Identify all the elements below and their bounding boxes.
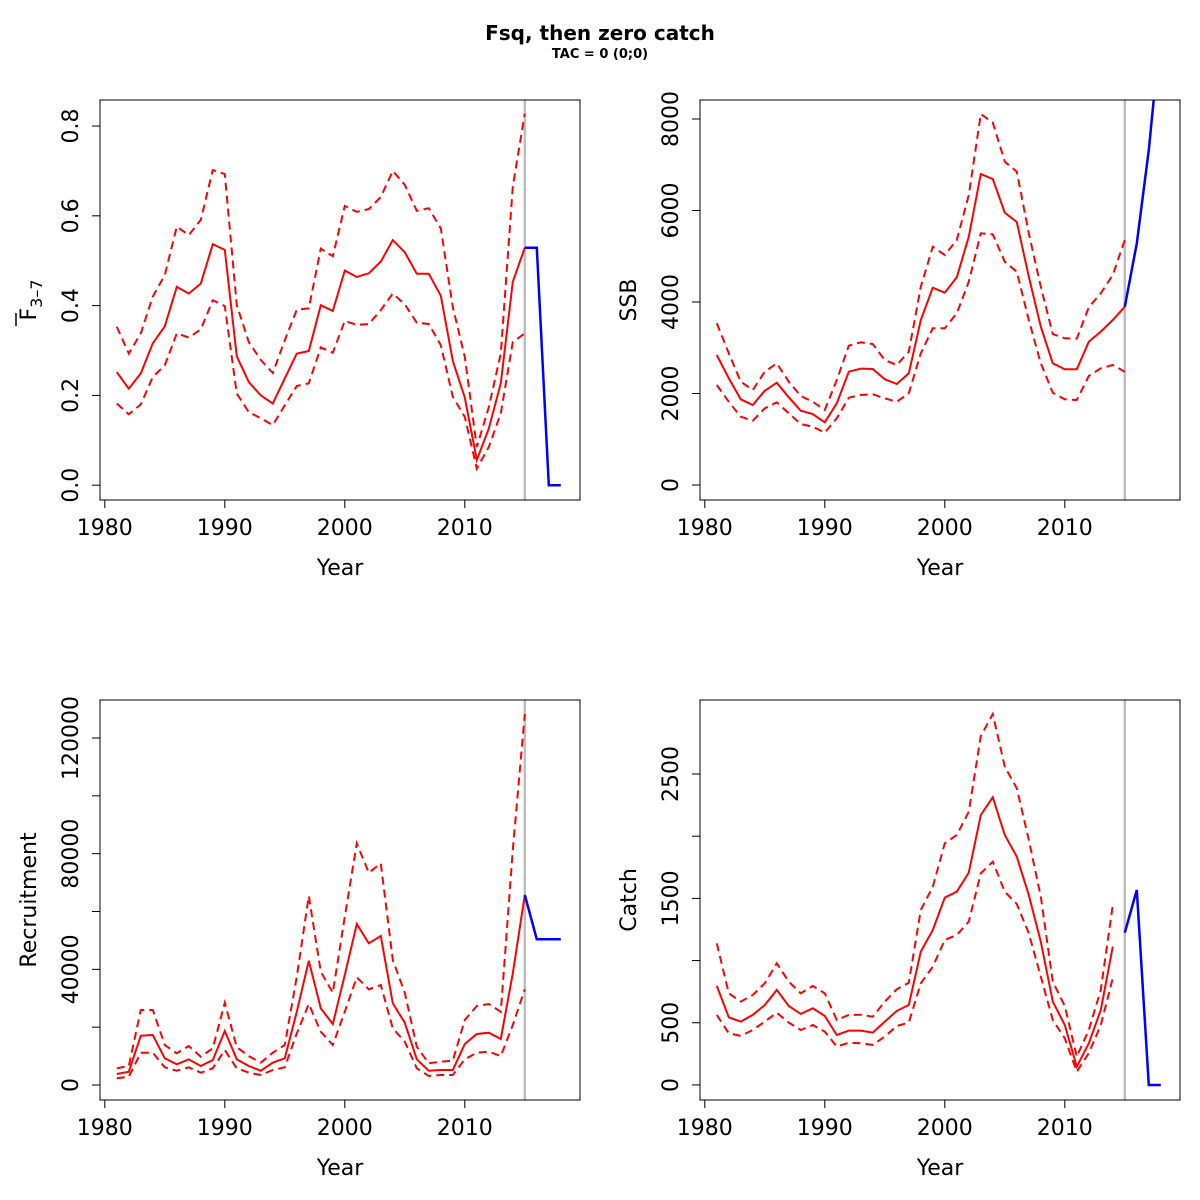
series-estimate bbox=[116, 894, 526, 1075]
x-axis-title: Year bbox=[316, 1156, 365, 1181]
y-tick-label: 500 bbox=[659, 1002, 684, 1044]
series-estimate bbox=[715, 172, 1126, 424]
y-tick-label: 0 bbox=[659, 478, 684, 492]
y-axis-title-subscript: 3–7 bbox=[27, 279, 46, 307]
x-tick-label: 2000 bbox=[317, 516, 373, 541]
series-upper-ci bbox=[115, 113, 526, 448]
series-lower-ci bbox=[715, 859, 1114, 1074]
x-tick-label: 2010 bbox=[437, 516, 493, 541]
panel-catch: 1980 1990 2000 2010 Year 0 500 1500 2500 Catch bbox=[617, 699, 1181, 1181]
series-lower-ci bbox=[715, 232, 1126, 434]
plot-box bbox=[699, 699, 1181, 1101]
x-tick-label: 2010 bbox=[1037, 1116, 1093, 1141]
y-tick-label: 2000 bbox=[659, 365, 684, 421]
x-tick-label: 1990 bbox=[197, 516, 253, 541]
series-upper-ci bbox=[715, 711, 1114, 1060]
x-tick-label: 2010 bbox=[437, 1116, 493, 1141]
figure-subtitle: TAC = 0 (0;0) bbox=[551, 47, 649, 62]
x-tick-label: 2000 bbox=[917, 1116, 973, 1141]
y-tick-label: 0 bbox=[659, 1078, 684, 1092]
y-tick-label: 80000 bbox=[59, 819, 84, 889]
y-axis-title-main: Catch bbox=[617, 868, 642, 932]
x-tick-label: 1980 bbox=[77, 1116, 133, 1141]
y-tick-label: 4000 bbox=[659, 274, 684, 330]
y-tick-label: 0.4 bbox=[59, 288, 84, 323]
plot-box bbox=[699, 99, 1181, 501]
y-axis-title-main: SSB bbox=[617, 278, 642, 321]
series-projection bbox=[1123, 889, 1161, 1087]
y-tick-label: 0.6 bbox=[59, 198, 84, 233]
x-tick-label: 2000 bbox=[317, 1116, 373, 1141]
series-group bbox=[115, 113, 561, 487]
y-axis-title: F3–7 bbox=[17, 279, 46, 320]
series-upper-ci bbox=[116, 713, 526, 1070]
series-group bbox=[715, 711, 1161, 1087]
x-axis-title: Year bbox=[916, 556, 965, 581]
x-tick-label: 2010 bbox=[1037, 516, 1093, 541]
y-tick-label: 1500 bbox=[659, 870, 684, 926]
y-tick-label: 0.0 bbox=[59, 468, 84, 503]
x-axis-title: Year bbox=[916, 1156, 965, 1181]
y-tick-label: 0.2 bbox=[59, 378, 84, 413]
y-tick-label: 0 bbox=[59, 1078, 84, 1092]
y-tick-label: 120000 bbox=[59, 696, 84, 780]
series-upper-ci bbox=[715, 112, 1126, 412]
x-tick-label: 1980 bbox=[77, 516, 133, 541]
y-tick-label: 40000 bbox=[59, 934, 84, 1004]
series-group bbox=[715, 100, 1155, 434]
panel-f: 1980 1990 2000 2010 Year 0.0 0.2 0.4 0.6 0.8 F3–7 bbox=[15, 99, 581, 581]
x-tick-label: 2000 bbox=[917, 516, 973, 541]
x-tick-label: 1980 bbox=[677, 1116, 733, 1141]
series-projection bbox=[524, 246, 561, 487]
series-group bbox=[116, 713, 561, 1080]
series-lower-ci bbox=[116, 975, 526, 1080]
y-axis-title: SSB bbox=[617, 278, 642, 321]
x-axis-title: Year bbox=[316, 556, 365, 581]
x-tick-label: 1990 bbox=[797, 1116, 853, 1141]
y-tick-label: 2500 bbox=[659, 746, 684, 802]
y-tick-label: 6000 bbox=[659, 182, 684, 238]
series-lower-ci bbox=[116, 292, 526, 472]
y-tick-label: 8000 bbox=[659, 91, 684, 147]
x-tick-label: 1990 bbox=[797, 516, 853, 541]
series-projection bbox=[523, 894, 561, 941]
panel-ssb: 1980 1990 2000 2010 Year 0 2000 4000 6000 8000 SSB bbox=[617, 91, 1181, 581]
x-tick-label: 1980 bbox=[677, 516, 733, 541]
series-estimate bbox=[715, 795, 1114, 1070]
series-projection bbox=[1123, 100, 1155, 307]
y-axis-title: Recruitment bbox=[17, 832, 42, 968]
y-axis-title-main: F bbox=[17, 308, 42, 321]
y-axis-title-main: Recruitment bbox=[17, 832, 42, 968]
y-axis-title: Catch bbox=[617, 868, 642, 932]
figure-title: Fsq, then zero catch bbox=[485, 21, 715, 45]
panel-recruitment: 1980 1990 2000 2010 Year 0 40000 80000 120000 Rec… bbox=[17, 696, 581, 1181]
x-tick-label: 1990 bbox=[197, 1116, 253, 1141]
series-estimate bbox=[115, 238, 526, 464]
y-tick-label: 0.8 bbox=[59, 109, 84, 144]
